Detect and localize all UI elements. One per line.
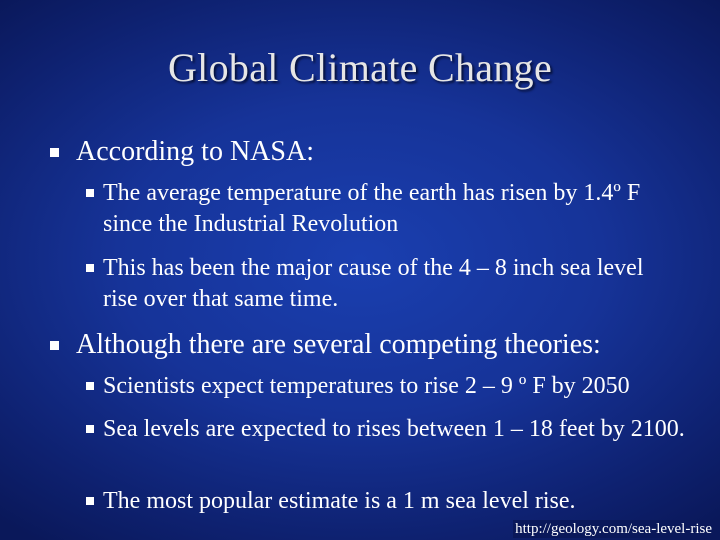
sub-bullet-text: This has been the major cause of the 4 –… xyxy=(103,255,644,312)
sub-bullet-text: The average temperature of the earth has… xyxy=(103,180,641,237)
source-url: http://geology.com/sea-level-rise xyxy=(513,520,714,538)
square-bullet-icon xyxy=(86,497,94,505)
bullet-text: According to NASA: xyxy=(76,136,314,167)
bullet-text: Although there are several competing the… xyxy=(76,329,601,360)
square-bullet-icon xyxy=(86,189,94,197)
square-bullet-icon xyxy=(86,264,94,272)
sub-bullet-text: Scientists expect temperatures to rise 2… xyxy=(103,373,630,399)
square-bullet-icon xyxy=(86,382,94,390)
square-bullet-icon xyxy=(50,148,59,157)
square-bullet-icon xyxy=(50,341,59,350)
sub-bullet-text: Sea levels are expected to rises between… xyxy=(103,416,685,442)
square-bullet-icon xyxy=(86,425,94,433)
slide-title: Global Climate Change xyxy=(168,45,552,90)
sub-bullet-text: The most popular estimate is a 1 m sea l… xyxy=(103,488,576,514)
